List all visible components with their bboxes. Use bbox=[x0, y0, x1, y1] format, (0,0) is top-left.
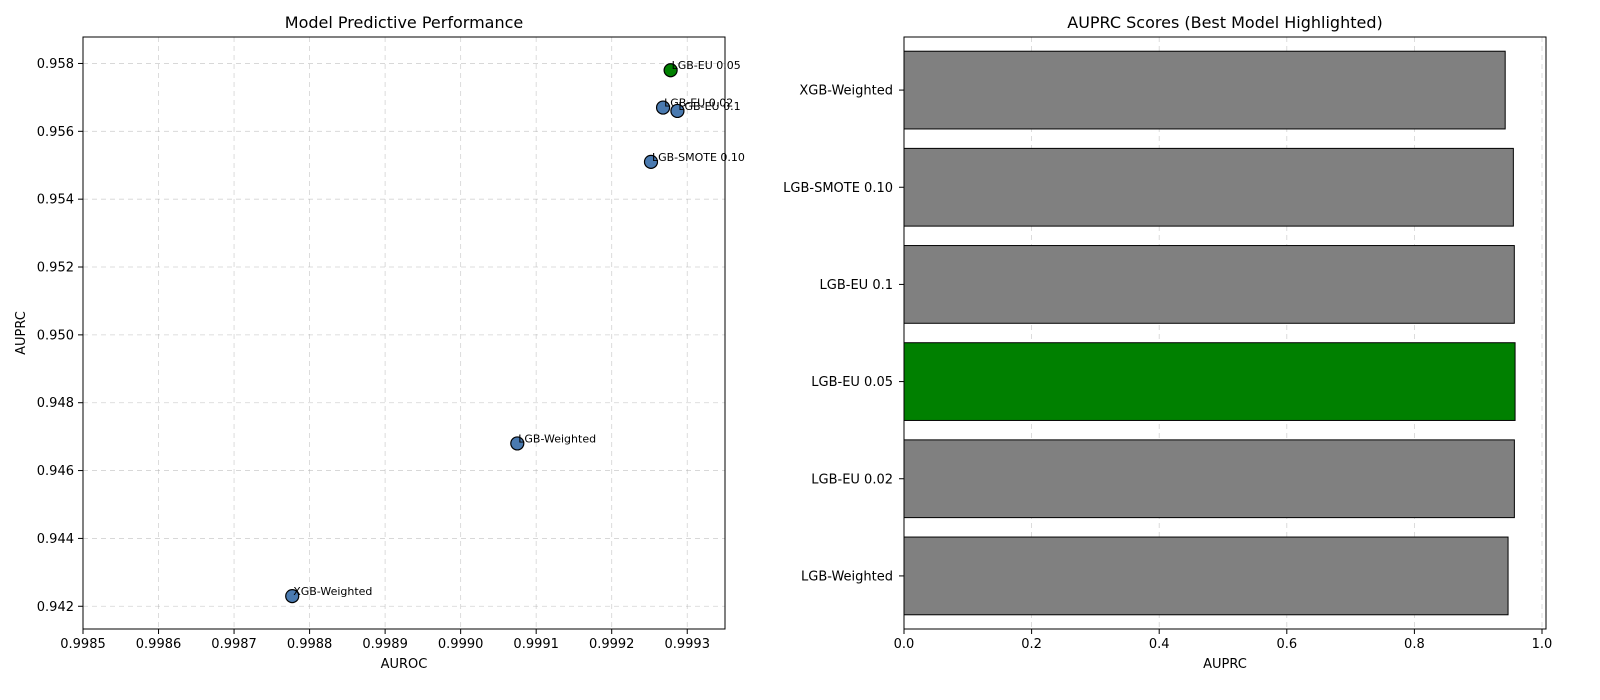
auprc-bar-chart: AUPRC Scores (Best Model Highlighted) 0.… bbox=[783, 13, 1552, 672]
scatter-x-tick-label: 0.9992 bbox=[589, 637, 635, 652]
bar-x-tick-label: 0.0 bbox=[894, 637, 915, 652]
bar bbox=[903, 50, 1506, 130]
scatter-point-label: LGB-SMOTE 0.10 bbox=[652, 151, 745, 164]
scatter-x-tick-label: 0.9993 bbox=[664, 637, 710, 652]
bar bbox=[903, 245, 1515, 324]
scatter-point bbox=[510, 436, 525, 451]
bar-chart-title: AUPRC Scores (Best Model Highlighted) bbox=[1067, 13, 1382, 32]
bar-category-label: LGB-EU 0.05 bbox=[811, 375, 893, 390]
scatter-points: XGB-Weighted LGB-Weighted LGB-SMOTE 0.10 LG… bbox=[285, 59, 745, 604]
auroc-auprc-scatter-chart: Model Predictive Performance 0.9985 0.998… bbox=[14, 13, 745, 672]
scatter-x-axis-label: AUROC bbox=[381, 657, 428, 672]
bar-x-tick-label: 0.2 bbox=[1021, 637, 1042, 652]
scatter-point bbox=[663, 63, 678, 78]
bars bbox=[903, 50, 1516, 616]
scatter-gridlines bbox=[82, 37, 725, 629]
scatter-chart-title: Model Predictive Performance bbox=[285, 13, 523, 32]
scatter-point bbox=[670, 103, 685, 119]
scatter-x-tick-label: 0.9988 bbox=[287, 637, 333, 652]
scatter-y-tick-label: 0.948 bbox=[37, 396, 74, 411]
scatter-point-label: LGB-EU 0.1 bbox=[678, 100, 740, 113]
scatter-y-tick-label: 0.952 bbox=[37, 261, 74, 276]
bar-category-label: LGB-SMOTE 0.10 bbox=[783, 181, 893, 196]
bar-x-tick-label: 0.6 bbox=[1276, 637, 1297, 652]
bar-x-tick-label: 0.8 bbox=[1404, 637, 1425, 652]
bar-x-tick-label: 1.0 bbox=[1532, 637, 1553, 652]
scatter-y-tick-label: 0.956 bbox=[37, 125, 74, 140]
scatter-x-tick-label: 0.9989 bbox=[362, 637, 408, 652]
scatter-y-tick-label: 0.954 bbox=[37, 193, 74, 208]
bar-category-label: LGB-Weighted bbox=[801, 569, 893, 584]
bar bbox=[903, 536, 1509, 616]
bar-category-label: LGB-EU 0.02 bbox=[811, 472, 893, 487]
scatter-point-label: LGB-EU 0.05 bbox=[672, 59, 741, 72]
scatter-axis-ticks: 0.9985 0.9986 0.9987 0.9988 0.9989 0.9990 0.99… bbox=[37, 57, 710, 652]
scatter-y-tick-label: 0.946 bbox=[37, 464, 74, 479]
bar-plot-frame bbox=[903, 36, 1547, 630]
scatter-x-tick-label: 0.9985 bbox=[60, 637, 106, 652]
scatter-plot-frame bbox=[82, 36, 726, 630]
scatter-x-tick-label: 0.9986 bbox=[136, 637, 182, 652]
scatter-point bbox=[285, 588, 300, 604]
scatter-y-tick-label: 0.950 bbox=[37, 328, 74, 343]
scatter-point bbox=[643, 154, 659, 169]
bar-category-label: XGB-Weighted bbox=[799, 84, 893, 99]
scatter-point bbox=[655, 100, 671, 115]
scatter-x-tick-label: 0.9991 bbox=[513, 637, 559, 652]
bar-axis-ticks: 0.0 0.2 0.4 0.6 0.8 1.0 LGB-Weighted LGB-EU 0.0… bbox=[783, 84, 1552, 652]
scatter-x-tick-label: 0.9987 bbox=[211, 637, 257, 652]
bar-x-tick-label: 0.4 bbox=[1149, 637, 1170, 652]
scatter-y-tick-label: 0.958 bbox=[37, 57, 74, 72]
bar-category-label: LGB-EU 0.1 bbox=[820, 278, 893, 293]
bar bbox=[903, 147, 1514, 227]
bar-x-axis-label: AUPRC bbox=[1203, 657, 1247, 672]
scatter-y-tick-label: 0.944 bbox=[37, 532, 74, 547]
scatter-y-axis-label: AUPRC bbox=[14, 311, 29, 355]
scatter-point-label: LGB-Weighted bbox=[518, 432, 596, 445]
scatter-y-tick-label: 0.942 bbox=[37, 600, 74, 615]
scatter-point-label: XGB-Weighted bbox=[293, 585, 372, 598]
scatter-x-tick-label: 0.9990 bbox=[438, 637, 484, 652]
bar bbox=[903, 439, 1515, 519]
bar bbox=[903, 342, 1516, 421]
